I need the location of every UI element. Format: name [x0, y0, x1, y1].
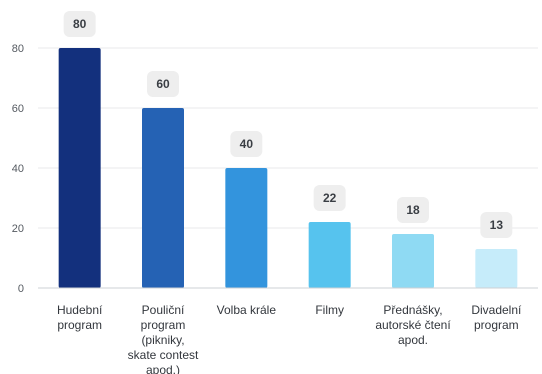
- data-label: 40: [240, 137, 254, 151]
- bar: [142, 108, 184, 288]
- bar: [475, 249, 518, 288]
- x-tick-label-line: Filmy: [315, 303, 344, 317]
- x-tick-label: Hudební program: [57, 303, 103, 332]
- x-tick-label: Volba krále: [217, 303, 277, 317]
- x-tick-label-line: program: [474, 318, 519, 332]
- bar: [392, 234, 434, 288]
- data-label: 22: [323, 191, 337, 205]
- grid-lines: [38, 47, 538, 229]
- x-tick-label: Přednášky, autorské čtení apod.: [375, 303, 451, 347]
- value-badge: [480, 212, 513, 238]
- x-tick-label-line: apod.: [398, 333, 428, 347]
- x-tick-label-line: skate contest: [128, 348, 199, 362]
- x-tick-label: Filmy: [315, 303, 344, 317]
- value-badge: [147, 71, 179, 97]
- value-badges: 80 60 40 22 18 13: [63, 11, 513, 238]
- data-label: 18: [406, 203, 420, 217]
- y-tick-label: 80: [12, 43, 24, 55]
- x-tick-label-line: Divadelní: [471, 303, 522, 317]
- y-tick-label: 0: [18, 283, 24, 295]
- value-badge: [230, 131, 263, 157]
- value-badge: [313, 185, 346, 211]
- x-tick-label-line: autorské čtení: [375, 318, 451, 332]
- x-tick-label-line: Pouliční: [142, 303, 185, 317]
- data-label: 13: [490, 218, 504, 232]
- y-tick-label: 40: [12, 163, 24, 175]
- x-tick-label-line: program: [141, 318, 186, 332]
- value-badge: [63, 11, 96, 37]
- y-axis-ticks: 0 20 40 60 80: [12, 43, 24, 295]
- bar: [308, 222, 351, 288]
- x-tick-label-line: Přednášky,: [383, 303, 442, 317]
- x-tick-label-line: apod.): [146, 363, 180, 374]
- x-tick-label-line: (pikniky,: [141, 333, 184, 347]
- value-badge: [397, 197, 429, 223]
- bar: [58, 48, 101, 288]
- bar: [225, 168, 268, 288]
- x-tick-label-line: Hudební: [57, 303, 103, 317]
- data-label: 80: [73, 17, 87, 31]
- y-tick-label: 60: [12, 103, 24, 115]
- data-label: 60: [156, 77, 170, 91]
- x-tick-label: Pouliční program (pikniky, skate contest apo…: [128, 303, 199, 374]
- x-tick-label-line: Volba krále: [217, 303, 277, 317]
- x-tick-label: Divadelní program: [471, 303, 522, 332]
- bars: [58, 48, 518, 288]
- y-tick-label: 20: [12, 223, 24, 235]
- x-tick-label-line: program: [57, 318, 102, 332]
